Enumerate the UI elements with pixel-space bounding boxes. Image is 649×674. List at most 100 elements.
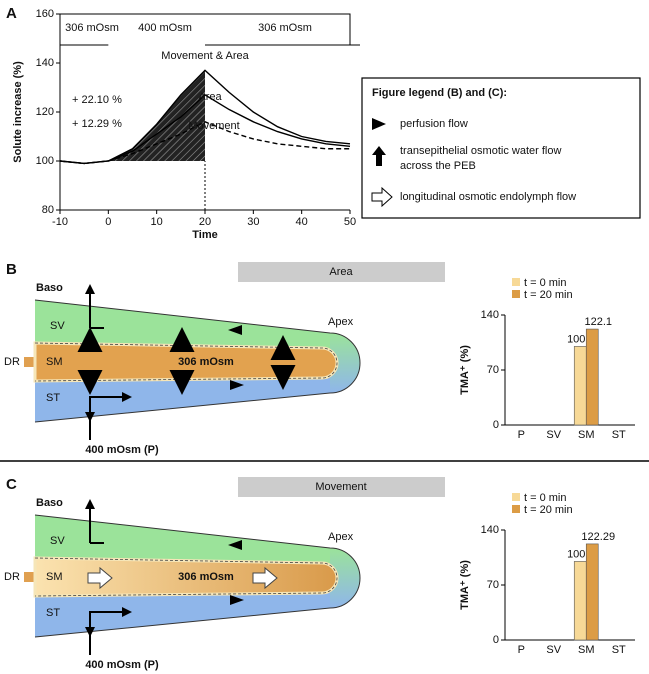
annotation: + 22.10 % — [72, 94, 122, 106]
x-tick-label: -10 — [52, 216, 68, 228]
bar — [573, 346, 587, 426]
y-tick-label: 80 — [42, 204, 54, 216]
compartment: SV — [50, 320, 65, 332]
y-tick-label: 140 — [481, 309, 499, 321]
y-tick-label: 70 — [487, 579, 499, 591]
top-label: Baso — [36, 282, 63, 294]
series-label: Movement & Area — [161, 50, 249, 62]
legend-swatch — [512, 493, 520, 501]
header-bar — [238, 262, 445, 282]
x-tick-label: P — [518, 429, 525, 441]
x-tick-label: ST — [612, 429, 626, 441]
diagram: B Area Baso SV SM ST DR 306 mOsm Apex 400 mOsm (P… — [4, 261, 445, 456]
value-label: 122.1 — [584, 316, 612, 328]
x-tick-label: SV — [546, 429, 561, 441]
apex-label: Apex — [328, 531, 354, 543]
sm-border — [34, 342, 338, 382]
x-tick-label: SM — [578, 644, 595, 656]
y-tick-label: 100 — [36, 155, 54, 167]
value-label: 122.29 — [581, 531, 615, 543]
legend-label: t = 20 min — [524, 289, 573, 301]
flow-head — [228, 540, 242, 550]
header-bar — [238, 477, 445, 497]
legend-item: longitudinal osmotic endolymph flow — [400, 191, 576, 203]
bar — [585, 543, 599, 641]
y-tick-label: 0 — [493, 634, 499, 646]
duct-stub — [24, 572, 36, 582]
flow-head — [228, 325, 242, 335]
y-tick-label: 140 — [481, 524, 499, 536]
y-tick-label: 140 — [36, 57, 54, 69]
y-tick-label: 120 — [36, 106, 54, 118]
bar — [573, 561, 587, 641]
x-tick-label: 40 — [296, 216, 308, 228]
compartment: SM — [46, 571, 63, 583]
panel-label: C — [6, 476, 17, 493]
series-label: Movement — [188, 120, 239, 132]
y-tick-label: 160 — [36, 8, 54, 20]
value-label: 100 — [567, 548, 585, 560]
duct-stub — [24, 357, 36, 367]
panel-label: B — [6, 261, 17, 278]
top-label: Baso — [36, 497, 63, 509]
endolymph-flow-arrow — [87, 566, 113, 590]
shaded-area — [108, 70, 205, 161]
series-label: Area — [198, 91, 222, 103]
legend-label: t = 0 min — [524, 492, 567, 504]
header: Area — [329, 266, 353, 278]
panel-label: A — [6, 5, 17, 22]
y-axis-label: TMA⁺ (%) — [459, 560, 471, 610]
y-axis-label: Solute increase (%) — [12, 61, 24, 163]
x-tick-label: P — [518, 644, 525, 656]
x-axis-label: Time — [192, 229, 217, 241]
segment-label: 306 mOsm — [65, 22, 119, 34]
annotation: + 12.29 % — [72, 118, 122, 130]
apex-cap — [330, 548, 360, 608]
legend-label: t = 0 min — [524, 277, 567, 289]
y-tick-label: 0 — [493, 419, 499, 431]
compartment: SM — [46, 356, 63, 368]
value-label: 100 — [567, 333, 585, 345]
flow-head — [230, 380, 244, 390]
x-tick-label: 30 — [247, 216, 259, 228]
outline — [34, 299, 361, 423]
diagram: C Movement Baso SV SM ST DR 306 mOsm Apex 400 mOs… — [4, 476, 445, 671]
sm-label: 306 mOsm — [178, 571, 234, 583]
bottom-label: 400 mOsm (P) — [85, 444, 159, 456]
endolymph-flow-arrow — [252, 566, 278, 590]
side-label: DR — [4, 571, 20, 583]
legend-label: t = 20 min — [524, 504, 573, 516]
legend-swatch — [512, 290, 520, 298]
y-axis-label: TMA⁺ (%) — [459, 345, 471, 395]
header: Movement — [315, 481, 366, 493]
legend-item: transepithelial osmotic water flow — [400, 145, 561, 157]
x-tick-label: SV — [546, 644, 561, 656]
compartment: ST — [46, 607, 60, 619]
x-tick-label: 0 — [105, 216, 111, 228]
y-tick-label: 70 — [487, 364, 499, 376]
bottom-label: 400 mOsm (P) — [85, 659, 159, 671]
compartment: ST — [46, 392, 60, 404]
legend-swatch — [512, 505, 520, 513]
legend-title: Figure legend (B) and (C): — [372, 87, 507, 99]
compartment: SV — [50, 535, 65, 547]
legend-swatch — [512, 278, 520, 286]
apex-cap — [330, 333, 360, 393]
series-line — [59, 121, 350, 165]
sm-label: 306 mOsm — [178, 356, 234, 368]
sm-border — [34, 557, 338, 597]
apex-label: Apex — [328, 316, 354, 328]
flow-head — [230, 595, 244, 605]
side-label: DR — [4, 356, 20, 368]
segment-label: 306 mOsm — [258, 22, 312, 34]
frame — [60, 13, 351, 45]
segment-label: 400 mOsm — [138, 22, 192, 34]
legend-item: perfusion flow — [400, 118, 468, 130]
x-tick-label: 20 — [199, 216, 211, 228]
x-tick-label: ST — [612, 644, 626, 656]
x-tick-label: 50 — [344, 216, 356, 228]
bar — [585, 328, 599, 426]
figure-legend: Figure legend (B) and (C): perfusion flo… — [361, 77, 641, 219]
legend-item: across the PEB — [400, 160, 476, 172]
